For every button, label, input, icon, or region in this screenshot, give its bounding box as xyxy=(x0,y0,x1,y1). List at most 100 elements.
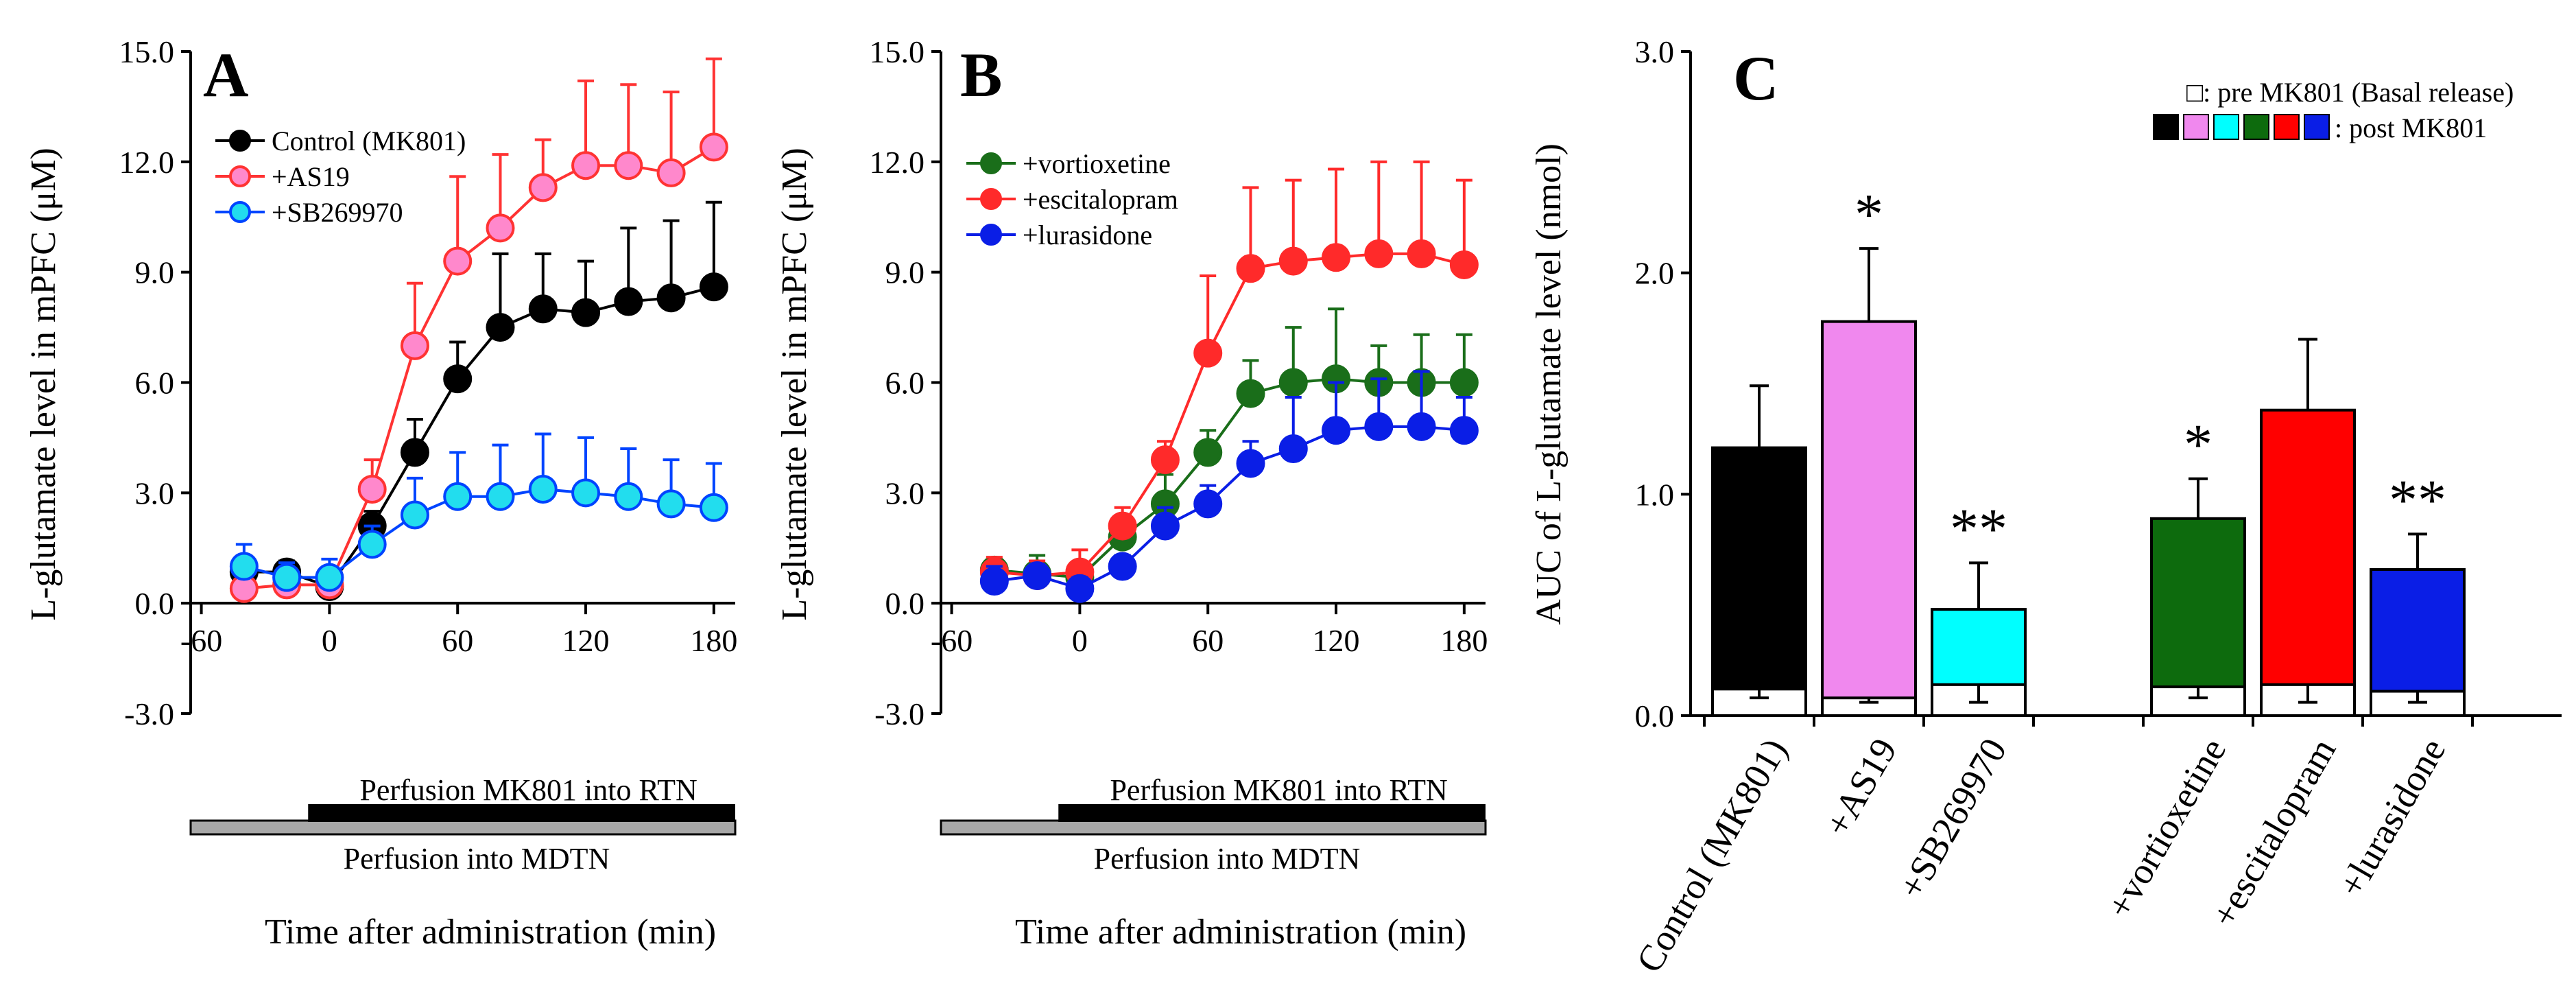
panel-b-mk801-perfusion-bar xyxy=(1058,804,1486,822)
panel-a-series-0-point xyxy=(443,364,473,394)
panel-b-y-tick-label: 12.0 xyxy=(870,145,925,180)
panel-b-series-2-point xyxy=(1407,412,1436,441)
panel-c-y-tick-label: 0.0 xyxy=(1635,698,1675,733)
panel-a-letter: A xyxy=(203,40,248,110)
panel-b-legend-label: +lurasidone xyxy=(1023,220,1152,250)
panel-c-legend-post: : post MK801 xyxy=(2335,113,2487,143)
panel-a-series-2-point xyxy=(315,563,344,592)
panel-c-legend-swatch xyxy=(2304,114,2330,140)
panel-c-y-tick-label: 1.0 xyxy=(1635,477,1675,512)
panel-c-category-label: Control (MK801) xyxy=(1628,731,1795,979)
panel-a-series-0-point xyxy=(571,298,601,327)
panel-b-legend-marker xyxy=(980,188,1002,210)
panel-c-legend-swatch xyxy=(2183,114,2209,140)
panel-b-x-tick-label: -60 xyxy=(931,623,973,658)
panel-b-y-tick-label: 6.0 xyxy=(885,366,925,401)
panel-c-y-tick-label: 2.0 xyxy=(1635,256,1675,291)
panel-c-legend-swatch xyxy=(2274,114,2300,140)
panel-b-legend-label: +escitalopram xyxy=(1023,184,1178,215)
panel-b-series-2-point xyxy=(1023,561,1052,590)
panel-a-series-0-point xyxy=(656,283,686,313)
panel-a-series-2-point xyxy=(614,482,643,511)
panel-b-series-2-point xyxy=(1108,552,1137,581)
panel-b-series-1-point xyxy=(1150,445,1180,475)
panel-a-series-2-point xyxy=(443,482,473,511)
panel-a-series-2-point xyxy=(656,489,686,519)
panel-a-series-1-point xyxy=(528,173,558,202)
panel-a-perfusion-top-label: Perfusion MK801 into RTN xyxy=(359,773,697,807)
panel-c-category-label: +SB269970 xyxy=(1890,731,2014,906)
panel-a-series-2-line xyxy=(243,487,715,579)
panel-a-series-2-point xyxy=(357,530,387,559)
panel-a-series-0-point xyxy=(614,287,643,316)
panel-c-y-tick-label: 3.0 xyxy=(1635,34,1675,69)
panel-b-series-2-point xyxy=(1236,449,1265,478)
panel-b-series-2-point xyxy=(1193,489,1223,519)
panel-a-y-tick-label: 15.0 xyxy=(119,34,175,69)
panel-b-series-0-point xyxy=(1236,379,1265,408)
panel-b-perfusion-top-label: Perfusion MK801 into RTN xyxy=(1110,773,1447,807)
panel-c-significance-marker: ** xyxy=(1950,497,2007,561)
panel-a-series-1-point xyxy=(571,151,601,180)
panel-b-legend-marker xyxy=(980,152,1002,174)
panel-a-y-tick-label: 12.0 xyxy=(119,145,175,180)
panel-a-series-1-point xyxy=(656,158,686,187)
panel-b-x-tick-label: 0 xyxy=(1072,623,1088,658)
panel-a-y-axis-title: L-glutamate level in mPFC (μM) xyxy=(24,148,63,620)
panel-c-legend-swatch xyxy=(2243,114,2269,140)
panel-a-legend-marker xyxy=(229,201,251,223)
panel-c-bar-post-4 xyxy=(2260,408,2356,717)
panel-a-legend-label: Control (MK801) xyxy=(272,126,466,156)
panel-b-x-tick-label: 180 xyxy=(1440,623,1488,658)
panel-b-y-tick-label: 0.0 xyxy=(885,586,925,621)
panel-b-series-2-point xyxy=(1364,412,1394,441)
panel-a-series-2-point xyxy=(699,493,728,522)
panel-c-significance-marker: * xyxy=(1855,183,1883,246)
panel-a-legend-label: +SB269970 xyxy=(272,197,403,228)
panel-a-y-tick-label: 6.0 xyxy=(135,366,175,401)
panel-a-series-1-point xyxy=(614,151,643,180)
panel-a-y-tick-label: 9.0 xyxy=(135,255,175,290)
panel-a-legend-marker xyxy=(229,130,251,152)
panel-a-series-2-point xyxy=(486,482,515,511)
panel-a-series-2-point xyxy=(400,500,429,530)
panel-a-legend-marker xyxy=(229,165,251,187)
panel-c-bar-post-3 xyxy=(2150,517,2246,717)
panel-a-mdtn-perfusion-bar xyxy=(189,819,737,836)
panel-b-series-0-line xyxy=(994,377,1464,579)
panel-a-series-0-point xyxy=(486,313,515,342)
panel-a-perfusion-bottom-label: Perfusion into MDTN xyxy=(344,842,610,875)
panel-a-series-2-point xyxy=(528,474,558,504)
panel-a-x-tick-label: 60 xyxy=(442,623,473,658)
panel-b-series-1-point xyxy=(1364,239,1394,268)
panel-a-x-tick-label: -60 xyxy=(180,623,222,658)
panel-a-series-1-point xyxy=(486,213,515,243)
panel-b-series-1-line xyxy=(994,252,1465,577)
panel-b-legend-label: +vortioxetine xyxy=(1023,148,1171,179)
panel-b-y-axis-title: L-glutamate level in mPFC (μM) xyxy=(775,148,814,620)
panel-a-series-1-point xyxy=(699,132,728,162)
panel-b-y-tick-label: 3.0 xyxy=(885,475,925,510)
panel-b-series-2-point xyxy=(1065,574,1095,603)
panel-c-category-label: +lurasidone xyxy=(2330,731,2454,904)
panel-c-letter: C xyxy=(1733,43,1778,113)
panel-c-category-label: +AS19 xyxy=(1817,731,1905,843)
panel-b-series-2-line xyxy=(994,425,1465,590)
panel-a-series-0-point xyxy=(528,294,558,324)
panel-b-legend-marker xyxy=(980,224,1002,246)
panel-b-series-0-point xyxy=(1193,438,1223,467)
panel-a-y-tick-label: 0.0 xyxy=(135,586,175,621)
panel-a-series-0-line xyxy=(243,285,715,589)
panel-c-legend-pre: □: pre MK801 (Basal release) xyxy=(2186,77,2514,108)
panel-a-series-1-point xyxy=(443,246,473,276)
panel-a-series-1-point xyxy=(357,474,387,504)
panel-c-bar-post-0 xyxy=(1711,446,1807,717)
panel-b-y-tick-label: 9.0 xyxy=(885,255,925,290)
panel-a-series-2-point xyxy=(571,478,601,508)
panel-c-significance-marker: ** xyxy=(2389,468,2446,532)
panel-b-series-1-point xyxy=(1108,511,1137,541)
panel-b-y-tick-label: 15.0 xyxy=(870,34,925,69)
panel-b-x-axis-title: Time after administration (min) xyxy=(1015,913,1466,952)
panel-a-x-tick-label: 180 xyxy=(690,623,737,658)
